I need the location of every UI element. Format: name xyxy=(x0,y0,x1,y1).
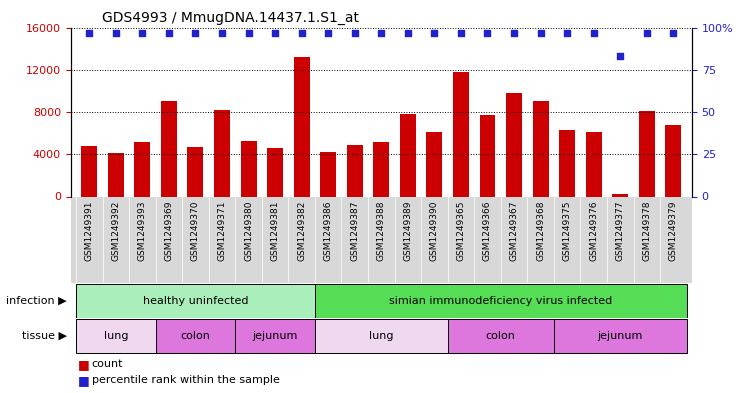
Point xyxy=(322,29,334,36)
Text: GSM1249388: GSM1249388 xyxy=(376,201,386,261)
Text: GSM1249381: GSM1249381 xyxy=(271,201,280,261)
Point xyxy=(190,29,202,36)
Point xyxy=(83,29,95,36)
Point xyxy=(295,29,307,36)
Text: count: count xyxy=(92,359,123,369)
Bar xyxy=(240,141,257,196)
Text: ■: ■ xyxy=(78,374,94,387)
Bar xyxy=(506,93,522,196)
Bar xyxy=(559,130,575,196)
Point xyxy=(667,29,679,36)
Point xyxy=(349,29,361,36)
Text: GSM1249392: GSM1249392 xyxy=(112,201,121,261)
Bar xyxy=(76,284,315,318)
Text: GSM1249378: GSM1249378 xyxy=(642,201,651,261)
Bar xyxy=(347,145,363,196)
Text: jejunum: jejunum xyxy=(597,331,643,341)
Text: GSM1249377: GSM1249377 xyxy=(616,201,625,261)
Point xyxy=(641,29,652,36)
Bar xyxy=(187,147,203,196)
Text: GSM1249389: GSM1249389 xyxy=(403,201,412,261)
Bar xyxy=(135,141,150,196)
Point xyxy=(535,29,547,36)
Bar xyxy=(267,148,283,196)
Text: GSM1249376: GSM1249376 xyxy=(589,201,598,261)
Text: GSM1249368: GSM1249368 xyxy=(536,201,545,261)
Point xyxy=(163,29,175,36)
Bar xyxy=(448,319,554,353)
Text: GSM1249367: GSM1249367 xyxy=(510,201,519,261)
Text: GSM1249386: GSM1249386 xyxy=(324,201,333,261)
Point xyxy=(402,29,414,36)
Text: GSM1249369: GSM1249369 xyxy=(164,201,173,261)
Point xyxy=(561,29,573,36)
Text: GSM1249390: GSM1249390 xyxy=(430,201,439,261)
Bar xyxy=(76,319,155,353)
Bar xyxy=(214,110,230,196)
Point xyxy=(110,29,122,36)
Bar xyxy=(161,101,177,196)
Text: GSM1249393: GSM1249393 xyxy=(138,201,147,261)
Point xyxy=(136,29,148,36)
Text: percentile rank within the sample: percentile rank within the sample xyxy=(92,375,280,385)
Text: infection ▶: infection ▶ xyxy=(7,296,67,306)
Point xyxy=(588,29,600,36)
Text: GSM1249380: GSM1249380 xyxy=(244,201,253,261)
Text: lung: lung xyxy=(369,331,394,341)
Text: GDS4993 / MmugDNA.14437.1.S1_at: GDS4993 / MmugDNA.14437.1.S1_at xyxy=(102,11,359,25)
Text: colon: colon xyxy=(181,331,211,341)
Bar xyxy=(235,319,315,353)
Bar xyxy=(426,132,443,196)
Text: jejunum: jejunum xyxy=(252,331,298,341)
Bar xyxy=(373,141,389,196)
Text: GSM1249391: GSM1249391 xyxy=(85,201,94,261)
Bar xyxy=(81,146,97,196)
Bar xyxy=(294,57,310,196)
Bar xyxy=(639,111,655,196)
Point xyxy=(455,29,467,36)
Text: GSM1249366: GSM1249366 xyxy=(483,201,492,261)
Text: GSM1249379: GSM1249379 xyxy=(669,201,678,261)
Text: GSM1249375: GSM1249375 xyxy=(562,201,571,261)
Text: simian immunodeficiency virus infected: simian immunodeficiency virus infected xyxy=(389,296,612,306)
Bar xyxy=(480,115,496,196)
Text: healthy uninfected: healthy uninfected xyxy=(143,296,248,306)
Text: GSM1249387: GSM1249387 xyxy=(350,201,359,261)
Point xyxy=(216,29,228,36)
Point xyxy=(508,29,520,36)
Text: lung: lung xyxy=(103,331,128,341)
Bar xyxy=(665,125,682,196)
Point xyxy=(269,29,281,36)
Point xyxy=(429,29,440,36)
Text: tissue ▶: tissue ▶ xyxy=(22,331,67,341)
Point xyxy=(376,29,388,36)
Text: GSM1249382: GSM1249382 xyxy=(297,201,306,261)
Bar xyxy=(315,319,448,353)
Text: GSM1249371: GSM1249371 xyxy=(217,201,226,261)
Point xyxy=(615,53,626,59)
Bar xyxy=(612,195,628,196)
Point xyxy=(243,29,254,36)
Bar xyxy=(400,114,416,196)
Text: ■: ■ xyxy=(78,358,94,371)
Bar xyxy=(108,153,124,196)
Bar xyxy=(320,152,336,196)
Text: GSM1249365: GSM1249365 xyxy=(457,201,466,261)
Text: colon: colon xyxy=(486,331,516,341)
Point xyxy=(481,29,493,36)
Bar xyxy=(315,284,687,318)
Bar xyxy=(554,319,687,353)
Bar xyxy=(155,319,235,353)
Text: GSM1249370: GSM1249370 xyxy=(191,201,200,261)
Bar xyxy=(586,132,602,196)
Bar xyxy=(453,72,469,196)
Bar xyxy=(533,101,548,196)
